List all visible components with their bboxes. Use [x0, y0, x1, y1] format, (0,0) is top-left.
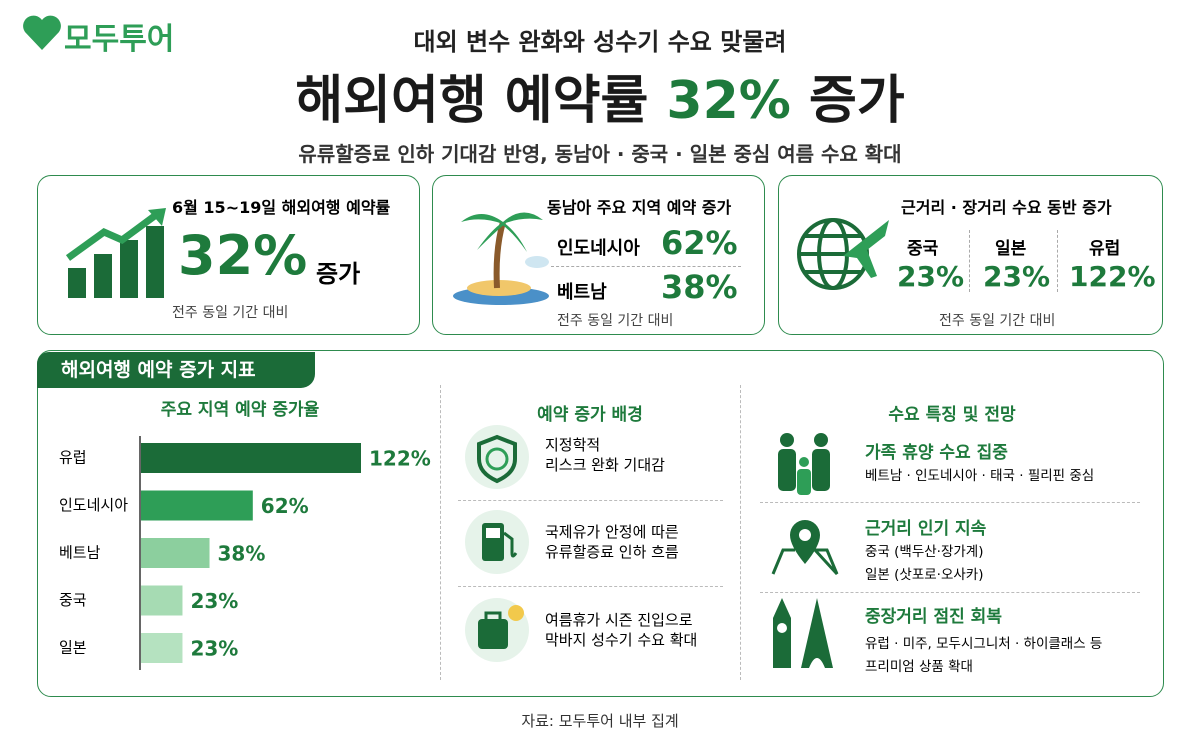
divider: [740, 385, 741, 680]
divider: [440, 385, 441, 680]
logo: 모두투어: [64, 22, 175, 57]
row-value: 62%: [661, 224, 738, 262]
row-label: 인도네시아: [557, 238, 640, 259]
headline: 해외여행 예약률 32% 증가: [0, 58, 1200, 133]
divider: [969, 230, 970, 292]
card-title: 동남아 주요 지역 예약 증가: [547, 198, 732, 217]
background-icons: [465, 425, 529, 662]
logo-icon: [23, 15, 61, 50]
card-title: 근거리 · 장거리 수요 동반 증가: [901, 198, 1112, 217]
value-label: 23%: [190, 637, 238, 661]
headline-text: 해외여행 예약률: [295, 71, 667, 131]
item-line: 국제유가 안정에 따른: [545, 523, 679, 541]
row-label: 중국: [907, 239, 939, 259]
bar: [141, 443, 361, 473]
subtitle: 유류할증료 인하 기대감 반영, 동남아 · 중국 · 일본 중심 여름 수요 …: [298, 142, 902, 166]
outlook-line: 베트남 · 인도네시아 · 태국 · 필리핀 중심: [865, 468, 1095, 484]
value-label: 38%: [218, 542, 266, 566]
divider: [458, 500, 723, 501]
row-value: 23%: [897, 260, 965, 293]
item-line: 막바지 성수기 수요 확대: [545, 631, 698, 649]
card: 6월 15~19일 해외여행 예약률 32% 증가 전주 동일 기간 대비: [37, 175, 420, 335]
card-note: 전주 동일 기간 대비: [939, 313, 1056, 329]
item-line: 유류할증료 인하 흐름: [545, 543, 679, 561]
row-value: 23%: [983, 260, 1051, 293]
headline-highlight: 32%: [666, 71, 791, 131]
bar: [141, 538, 210, 568]
kicker: 대외 변수 완화와 성수기 수요 맞물려: [413, 28, 787, 56]
value-label: 62%: [261, 494, 309, 518]
outlook-line: 일본 (삿포로·오사카): [865, 567, 984, 583]
divider: [458, 586, 723, 587]
category-label: 유럽: [59, 449, 87, 467]
island-icon: [453, 212, 549, 305]
bar: [141, 585, 183, 616]
outlook-title: 중장거리 점진 회복: [865, 607, 1002, 627]
divider: [760, 592, 1140, 593]
panel: [37, 350, 1164, 697]
card: 근거리 · 장거리 수요 동반 증가 중국 23% 일본 23% 유럽 122%…: [778, 175, 1163, 335]
outlook-title: 가족 휴양 수요 집중: [865, 443, 1008, 463]
item-line: 지정학적: [545, 436, 601, 454]
divider: [551, 266, 741, 267]
column-title: 수요 특징 및 전망: [888, 405, 1016, 425]
card-note: 전주 동일 기간 대비: [557, 313, 674, 329]
category-label: 베트남: [59, 544, 101, 562]
outlook-line: 중국 (백두산·장가계): [865, 544, 984, 560]
row-value: 38%: [661, 268, 738, 306]
value-label: 23%: [190, 589, 238, 613]
item-line: 여름휴가 시즌 진입으로: [545, 611, 693, 629]
value-label: 122%: [369, 447, 431, 471]
globe-icon: [797, 218, 889, 290]
outlook-line: 프리미엄 상품 확대: [865, 659, 973, 675]
headline-text: 증가: [790, 71, 905, 131]
row-label: 베트남: [557, 282, 607, 303]
column-title: 예약 증가 배경: [537, 405, 643, 425]
row-label: 일본: [995, 239, 1027, 259]
item-line: 리스크 완화 기대감: [545, 456, 665, 474]
chart-title: 주요 지역 예약 증가율: [161, 399, 320, 420]
divider: [760, 502, 1140, 503]
bar-chart: 주요 지역 예약 증가율 유럽 122% 인도네시아 62% 베트남 38% 중국 23% 일본…: [59, 399, 431, 670]
outlook-line: 유럽 · 미주, 모두시그니처 · 하이클래스 등: [865, 636, 1103, 652]
row-label: 유럽: [1089, 239, 1121, 259]
row-value: 122%: [1069, 260, 1156, 293]
outlook-icons: [771, 433, 839, 668]
card: 동남아 주요 지역 예약 증가 인도네시아 62% 베트남 38% 전주 동일 …: [432, 175, 765, 335]
bar: [141, 490, 253, 521]
category-label: 일본: [59, 639, 87, 657]
outlook-title: 근거리 인기 지속: [865, 519, 987, 539]
source: 자료: 모두투어 내부 집계: [521, 712, 679, 730]
card-title: 6월 15~19일 해외여행 예약률: [172, 198, 391, 217]
growth-icon: [65, 208, 166, 298]
divider: [1057, 230, 1058, 292]
category-label: 인도네시아: [59, 496, 128, 514]
card-note: 전주 동일 기간 대비: [172, 305, 289, 321]
category-label: 중국: [59, 591, 87, 609]
card-value: 32%: [178, 224, 308, 287]
section-title: 해외여행 예약 증가 지표: [37, 352, 315, 388]
bar: [141, 633, 183, 663]
card-suffix: 증가: [316, 260, 361, 288]
